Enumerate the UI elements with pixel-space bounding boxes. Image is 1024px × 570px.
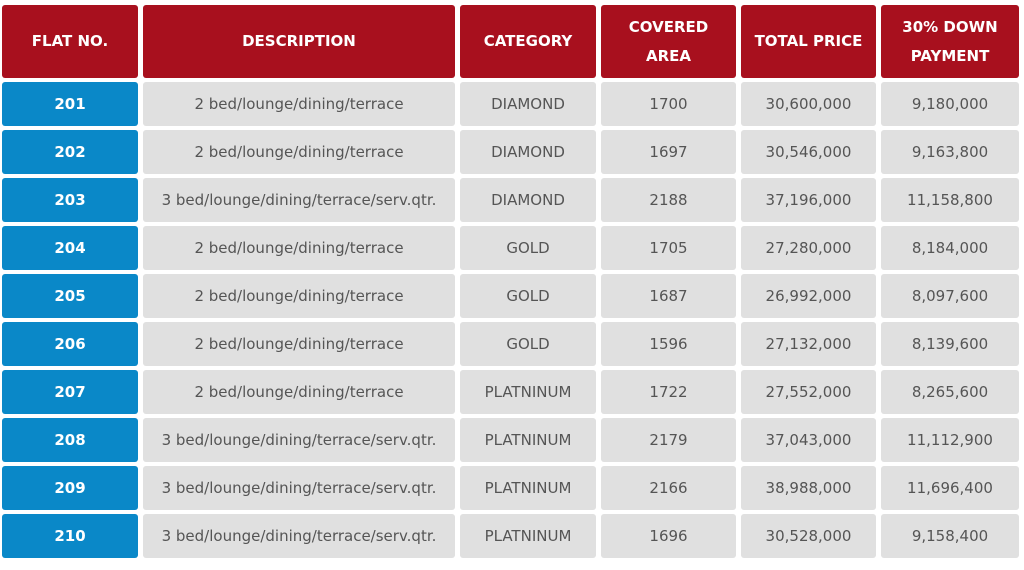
table-cell: 2 bed/lounge/dining/terrace [143,130,455,174]
table-cell: 1700 [601,82,736,126]
table-cell: 1596 [601,322,736,366]
table-cell: 30,546,000 [741,130,876,174]
table-cell: 3 bed/lounge/dining/terrace/serv.qtr. [143,514,455,558]
table-cell: 1705 [601,226,736,270]
table-cell: 9,163,800 [881,130,1019,174]
table-cell: PLATNINUM [460,514,596,558]
table-cell: GOLD [460,274,596,318]
flat-number-cell: 206 [2,322,138,366]
table-cell: 8,097,600 [881,274,1019,318]
flat-number-cell: 203 [2,178,138,222]
table-cell: 11,112,900 [881,418,1019,462]
table-cell: 37,043,000 [741,418,876,462]
table-cell: 2166 [601,466,736,510]
table-cell: 1696 [601,514,736,558]
flat-number-cell: 205 [2,274,138,318]
table-cell: 11,696,400 [881,466,1019,510]
flat-number-cell: 207 [2,370,138,414]
header-cell: TOTAL PRICE [741,5,876,78]
header-cell: COVERED AREA [601,5,736,78]
header-cell: CATEGORY [460,5,596,78]
table-cell: 2 bed/lounge/dining/terrace [143,226,455,270]
table-cell: 3 bed/lounge/dining/terrace/serv.qtr. [143,418,455,462]
table-cell: 2 bed/lounge/dining/terrace [143,274,455,318]
table-cell: 2188 [601,178,736,222]
table-cell: 2 bed/lounge/dining/terrace [143,370,455,414]
table-cell: 3 bed/lounge/dining/terrace/serv.qtr. [143,178,455,222]
flat-number-cell: 209 [2,466,138,510]
table-cell: 27,552,000 [741,370,876,414]
table-cell: PLATNINUM [460,418,596,462]
table-cell: DIAMOND [460,130,596,174]
table-cell: 8,139,600 [881,322,1019,366]
table-cell: 2 bed/lounge/dining/terrace [143,322,455,366]
table-cell: 2179 [601,418,736,462]
table-cell: 37,196,000 [741,178,876,222]
table-cell: 3 bed/lounge/dining/terrace/serv.qtr. [143,466,455,510]
table-cell: GOLD [460,226,596,270]
table-cell: 30,600,000 [741,82,876,126]
table-cell: DIAMOND [460,82,596,126]
table-cell: PLATNINUM [460,370,596,414]
table-cell: 1697 [601,130,736,174]
header-cell: 30% DOWN PAYMENT [881,5,1019,78]
flat-number-cell: 201 [2,82,138,126]
table-cell: 26,992,000 [741,274,876,318]
table-cell: 9,180,000 [881,82,1019,126]
table-cell: 8,265,600 [881,370,1019,414]
table-cell: 38,988,000 [741,466,876,510]
flat-number-cell: 202 [2,130,138,174]
header-cell: DESCRIPTION [143,5,455,78]
table-cell: 8,184,000 [881,226,1019,270]
table-cell: 27,132,000 [741,322,876,366]
table-cell: PLATNINUM [460,466,596,510]
table-cell: 30,528,000 [741,514,876,558]
table-cell: 1687 [601,274,736,318]
flat-number-cell: 210 [2,514,138,558]
table-cell: 2 bed/lounge/dining/terrace [143,82,455,126]
table-cell: 9,158,400 [881,514,1019,558]
flat-number-cell: 208 [2,418,138,462]
table-cell: 27,280,000 [741,226,876,270]
table-cell: GOLD [460,322,596,366]
table-cell: 11,158,800 [881,178,1019,222]
price-table: FLAT NO. DESCRIPTION CATEGORY COVERED AREA T… [2,5,1019,558]
header-cell: FLAT NO. [2,5,138,78]
table-cell: 1722 [601,370,736,414]
table-cell: DIAMOND [460,178,596,222]
flat-number-cell: 204 [2,226,138,270]
